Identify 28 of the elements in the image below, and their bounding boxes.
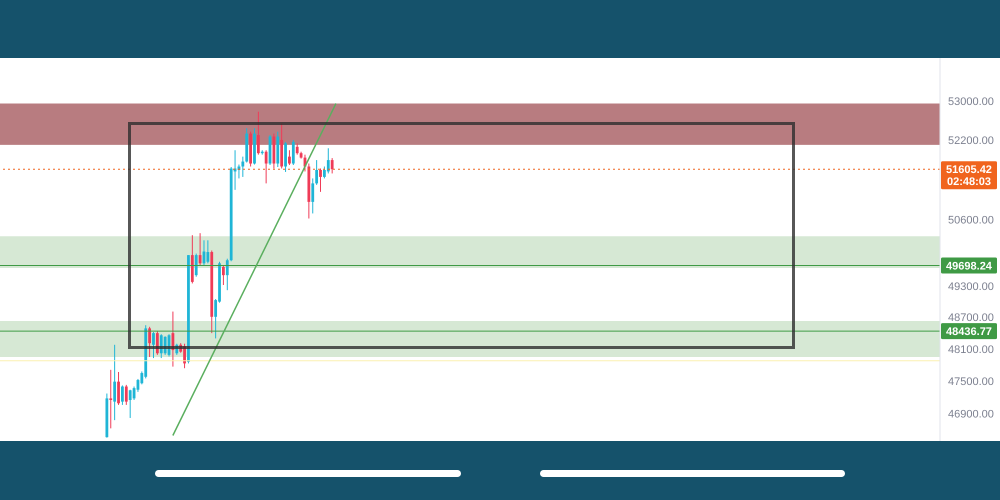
candlestick	[148, 326, 152, 358]
candlestick	[319, 168, 322, 192]
y-tick-label: 46900.00	[948, 408, 994, 421]
candlestick	[304, 154, 306, 172]
y-tick-label: 48100.00	[948, 344, 994, 356]
candlestick	[241, 156, 244, 178]
candlestick	[222, 264, 225, 286]
candlestick	[121, 384, 124, 406]
candlestick	[202, 240, 206, 266]
candlestick	[198, 232, 202, 266]
candlestick	[152, 332, 155, 359]
y-tick-label: 48700.00	[948, 312, 994, 324]
y-tick-label: 53000.00	[948, 96, 994, 108]
candlestick	[284, 141, 287, 172]
candlestick	[288, 150, 291, 166]
candlestick	[113, 344, 116, 421]
candlestick	[206, 240, 210, 264]
y-tick-label: 49300.00	[948, 280, 994, 293]
ref-line-label: 49698.24	[946, 260, 993, 272]
y-tick-label: 52200.00	[948, 134, 994, 147]
candlestick	[315, 160, 318, 186]
candlestick	[256, 111, 260, 156]
y-tick-label: 50600.00	[948, 214, 994, 226]
candlestick	[117, 371, 120, 406]
y-tick-label: 47500.00	[948, 376, 994, 388]
ref-line-label: 51605.42 02:48:03	[946, 164, 992, 188]
ref-line-label: 48436.77	[946, 326, 992, 338]
candlestick	[264, 150, 268, 184]
